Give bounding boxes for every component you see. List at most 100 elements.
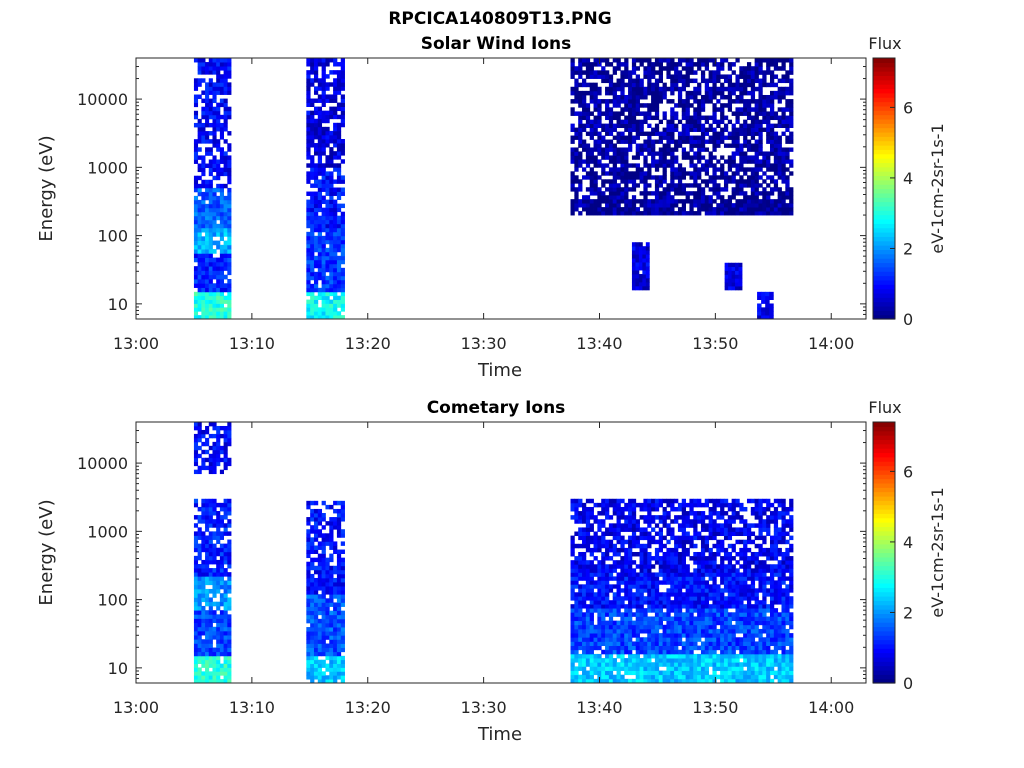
heatmap-cell [720,167,725,172]
heatmap-cell [340,151,345,156]
heatmap-cell [654,90,660,96]
heatmap-cell [758,62,763,67]
heatmap-cell [329,235,334,241]
heatmap-cell [313,508,319,514]
heatmap-cell [205,279,210,284]
heatmap-cell [313,227,319,233]
heatmap-cell [628,620,633,626]
heatmap-cell [578,58,583,63]
heatmap-cell [743,637,748,642]
heatmap-cell [208,295,213,300]
heatmap-cell [321,545,326,550]
heatmap-cell [624,666,629,671]
heatmap-cell [631,254,636,259]
heatmap-cell [310,545,315,550]
heatmap-cell [329,98,334,103]
heatmap-cell [739,624,744,630]
heatmap-cell [735,82,740,88]
heatmap-cell [697,191,702,196]
heatmap-cell [624,608,629,613]
heatmap-cell [321,66,326,71]
heatmap-cell [785,191,790,196]
heatmap-cell [216,143,221,148]
heatmap-cell [723,171,729,176]
heatmap-cell [785,123,790,128]
heatmap-cell [651,66,656,71]
heatmap-cell [582,143,587,148]
heatmap-cell [317,598,323,603]
heatmap-cell [313,671,319,676]
heatmap-cell [317,594,323,599]
heatmap-cell [762,658,767,663]
heatmap-cell [608,139,614,144]
heatmap-cell [700,187,706,192]
heatmap-cell [317,143,323,148]
heatmap-cell [781,90,786,96]
heatmap-cell [306,151,311,156]
heatmap-cell [212,568,217,573]
heatmap-cell [762,187,767,192]
heatmap-cell [693,90,698,96]
heatmap-cell [746,628,752,634]
heatmap-cell [700,616,706,622]
heatmap-cell [762,127,767,132]
heatmap-cell [789,78,794,84]
heatmap-cell [677,670,683,676]
heatmap-cell [223,647,228,653]
heatmap-cell [731,143,736,148]
heatmap-cell [201,506,206,512]
heatmap-cell [313,167,319,172]
heatmap-cell [681,211,686,216]
heatmap-cell [681,127,686,132]
heatmap-cell [321,627,326,632]
heatmap-cell [624,119,629,125]
heatmap-cell [227,441,232,447]
heatmap-cell [612,645,617,651]
heatmap-cell [708,624,713,630]
heatmap-cell [193,555,199,561]
heatmap-cell [340,663,345,668]
heatmap-cell [769,315,774,320]
heatmap-cell [325,110,330,116]
heatmap-cell [325,561,330,567]
heatmap-cell [731,175,736,180]
heatmap-cell [223,253,228,258]
heatmap-cell [333,199,338,205]
heatmap-cell [313,62,319,67]
heatmap-cell [720,86,725,92]
heatmap-cell [223,299,228,304]
heatmap-cell [340,577,345,583]
heatmap-cell [321,651,326,657]
heatmap-cell [578,604,583,609]
heatmap-cell [205,139,210,144]
heatmap-cell [731,70,736,75]
heatmap-cell [689,159,694,164]
heatmap-cell [697,123,702,128]
heatmap-cell [216,445,221,451]
heatmap-cell [306,118,311,124]
heatmap-cell [321,606,326,612]
heatmap-cell [624,207,629,212]
heatmap-cell [754,127,759,132]
heatmap-cell [735,94,740,100]
heatmap-cell [750,633,756,638]
heatmap-cell [219,207,224,213]
heatmap-cell [310,62,315,67]
colorbar-segment [873,284,895,290]
heatmap-cell [635,670,640,676]
heatmap-cell [781,637,786,642]
heatmap-cell [306,627,311,632]
heatmap-cell [570,70,575,75]
heatmap-cell [212,635,217,640]
heatmap-cell [325,521,330,526]
heatmap-cell [329,602,334,607]
heatmap-cell [765,299,770,304]
heatmap-cell [662,155,667,160]
heatmap-cell [674,111,679,116]
heatmap-cell [325,203,330,209]
heatmap-cell [781,86,786,92]
heatmap-cell [639,658,644,663]
heatmap-cell [197,630,202,636]
heatmap-cell [340,58,345,63]
heatmap-cell [333,291,338,297]
